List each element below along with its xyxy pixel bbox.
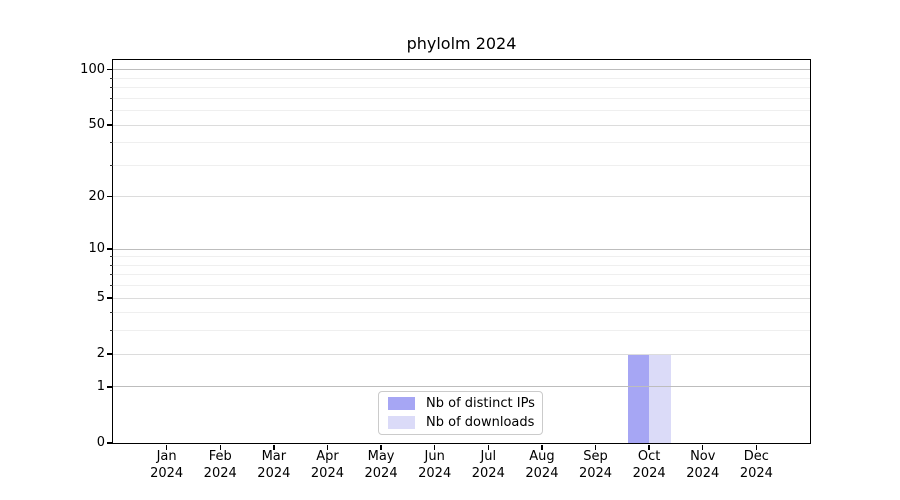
gridline-minor — [113, 164, 810, 166]
gridline-minor — [113, 87, 810, 89]
x-tick-label-aug: Aug 2024 — [525, 449, 559, 481]
x-tick-label-jan: Jan 2024 — [150, 449, 184, 481]
x-tick-mark — [273, 444, 275, 450]
x-tick-mark — [165, 444, 168, 450]
legend-item-distinct-ips: Nb of distinct IPs — [388, 396, 535, 411]
x-tick-mark — [219, 444, 221, 450]
y-minor-tick-mark — [110, 164, 113, 166]
x-tick-label-apr: Apr 2024 — [310, 449, 344, 481]
y-minor-tick-mark — [110, 97, 113, 99]
x-tick-mark — [702, 444, 704, 450]
bar-distinct-ips-oct — [627, 354, 650, 443]
gridline-minor — [113, 97, 810, 99]
y-minor-tick-mark — [110, 274, 113, 276]
gridline-minor — [113, 142, 810, 144]
x-tick-mark — [594, 444, 597, 450]
gridline-major — [113, 196, 810, 198]
y-minor-tick-mark — [110, 312, 113, 314]
y-minor-tick-mark — [110, 87, 113, 89]
x-tick-mark — [433, 444, 436, 450]
gridline-minor — [113, 330, 810, 332]
x-tick-label-jun: Jun 2024 — [418, 449, 452, 481]
legend-swatch-downloads — [388, 416, 415, 429]
gridline-minor — [113, 110, 810, 112]
legend-label-distinct-ips: Nb of distinct IPs — [426, 396, 535, 411]
y-minor-tick-mark — [110, 142, 113, 144]
legend-swatch-distinct-ips — [388, 397, 415, 410]
y-tick-mark — [107, 124, 113, 126]
x-tick-mark — [487, 444, 489, 450]
y-tick-mark — [107, 353, 113, 355]
y-tick-label: 0 — [96, 435, 105, 450]
x-tick-label-feb: Feb 2024 — [203, 449, 237, 481]
y-tick-mark — [107, 442, 113, 444]
x-tick-mark — [648, 444, 650, 450]
y-minor-tick-mark — [110, 77, 113, 79]
gridline-minor — [113, 264, 810, 266]
x-tick-mark — [380, 444, 382, 450]
gridline-minor — [113, 312, 810, 314]
x-tick-label-oct: Oct 2024 — [632, 449, 666, 481]
bar-downloads-oct — [649, 354, 671, 443]
x-tick-label-sep: Sep 2024 — [578, 449, 613, 481]
legend-label-downloads: Nb of downloads — [426, 415, 535, 430]
y-tick-mark — [107, 297, 113, 299]
x-tick-label-may: May 2024 — [364, 449, 398, 481]
gridline-major — [113, 248, 810, 250]
y-tick-mark — [107, 248, 113, 250]
x-tick-mark — [541, 444, 543, 450]
chart-title: phylolm 2024 — [406, 34, 517, 53]
legend: Nb of distinct IPs Nb of downloads — [378, 391, 543, 435]
gridline-minor — [113, 274, 810, 276]
gridline-major — [113, 353, 810, 355]
x-tick-label-dec: Dec 2024 — [739, 449, 773, 481]
y-minor-tick-mark — [110, 285, 113, 287]
y-tick-mark — [107, 386, 113, 388]
y-tick-mark — [107, 69, 113, 71]
gridline-major — [113, 297, 810, 299]
x-tick-mark — [755, 444, 758, 450]
legend-item-downloads: Nb of downloads — [388, 415, 534, 430]
x-tick-mark — [326, 444, 329, 450]
x-tick-label-jul: Jul 2024 — [471, 449, 505, 481]
x-tick-label-mar: Mar 2024 — [257, 449, 291, 481]
gridline-minor — [113, 77, 810, 79]
y-minor-tick-mark — [110, 264, 113, 266]
gridline-minor — [113, 285, 810, 287]
y-tick-mark — [107, 196, 113, 198]
y-tick-label: 2 — [96, 346, 105, 362]
x-tick-label-nov: Nov 2024 — [686, 449, 720, 481]
y-tick-label: 1 — [96, 378, 105, 394]
gridline-major — [113, 124, 810, 126]
y-tick-label: 50 — [88, 117, 105, 133]
y-tick-label: 100 — [80, 61, 105, 77]
gridline-minor — [113, 256, 810, 258]
y-minor-tick-mark — [110, 330, 113, 332]
y-minor-tick-mark — [110, 256, 113, 258]
y-tick-label: 5 — [96, 290, 105, 306]
gridline-major — [113, 69, 810, 71]
gridline-major — [113, 386, 810, 388]
y-minor-tick-mark — [110, 110, 113, 112]
y-tick-label: 10 — [88, 241, 105, 257]
y-tick-label: 20 — [88, 188, 105, 204]
